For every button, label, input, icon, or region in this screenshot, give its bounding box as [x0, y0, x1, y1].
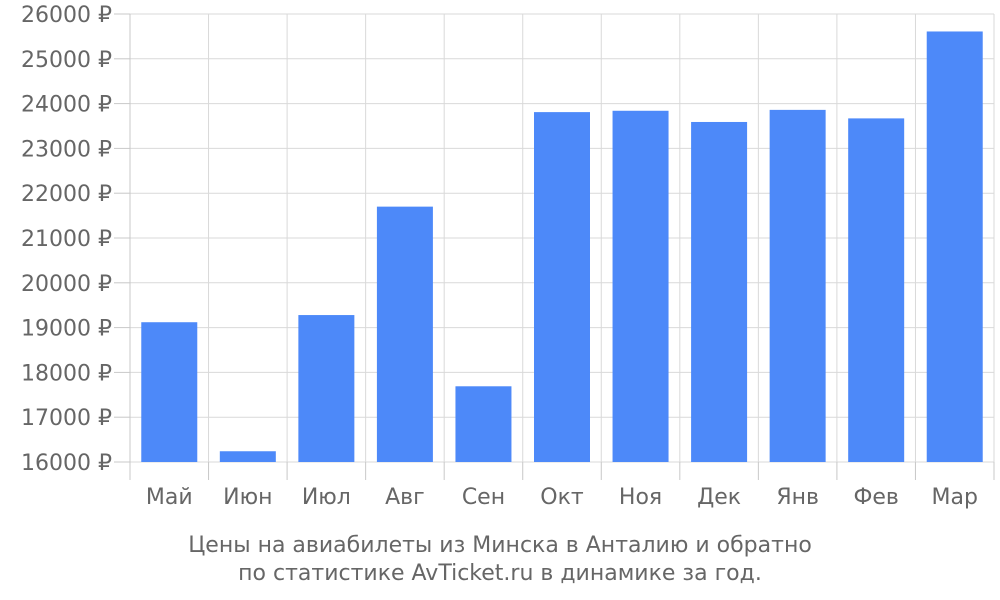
- x-tick-label: Июл: [302, 485, 351, 510]
- y-tick-label: 20000 ₽: [21, 272, 112, 297]
- bar-5: [455, 386, 512, 462]
- x-tick-label: Мар: [932, 485, 978, 510]
- x-tick-label: Окт: [540, 485, 584, 510]
- caption-line-1: Цены на авиабилеты из Минска в Анталию и…: [188, 533, 812, 558]
- y-tick-label: 16000 ₽: [21, 451, 112, 476]
- axes: [114, 13, 995, 480]
- y-tick-label: 26000 ₽: [21, 3, 112, 28]
- x-axis-labels: Май Июн Июл Авг Сен Окт Ноя Дек Янв Фев Мар: [146, 485, 978, 510]
- bar-10: [848, 118, 905, 462]
- bars: [141, 31, 983, 463]
- x-tick-label: Дек: [697, 485, 741, 510]
- bar-7: [612, 110, 669, 462]
- bar-11: [926, 31, 983, 463]
- y-tick-label: 24000 ₽: [21, 93, 112, 118]
- bar-8: [691, 121, 748, 462]
- y-tick-label: 21000 ₽: [21, 227, 112, 252]
- bar-6: [534, 112, 590, 462]
- y-tick-label: 17000 ₽: [21, 406, 112, 431]
- y-tick-label: 23000 ₽: [21, 137, 112, 162]
- y-axis-labels: 16000 ₽ 17000 ₽ 18000 ₽ 19000 ₽ 20000 ₽ 21000…: [21, 3, 112, 476]
- bar-4: [376, 206, 433, 462]
- bar-1: [141, 322, 198, 462]
- x-tick-label: Фев: [853, 485, 898, 510]
- y-tick-label: 18000 ₽: [21, 361, 112, 386]
- y-tick-label: 22000 ₽: [21, 182, 112, 207]
- bar-3: [298, 315, 355, 462]
- bar-2: [219, 451, 276, 462]
- y-tick-label: 19000 ₽: [21, 317, 112, 342]
- x-tick-label: Май: [146, 485, 193, 510]
- x-tick-label: Ноя: [619, 485, 662, 510]
- y-tick-label: 25000 ₽: [21, 48, 112, 73]
- chart-caption: Цены на авиабилеты из Минска в Анталию и…: [0, 532, 1000, 588]
- bar-9: [769, 109, 826, 462]
- x-tick-label: Авг: [385, 485, 425, 510]
- x-tick-label: Сен: [462, 485, 505, 510]
- x-tick-label: Июн: [223, 485, 272, 510]
- caption-line-2: по статистике AvTicket.ru в динамике за …: [238, 561, 762, 586]
- x-tick-label: Янв: [776, 485, 819, 510]
